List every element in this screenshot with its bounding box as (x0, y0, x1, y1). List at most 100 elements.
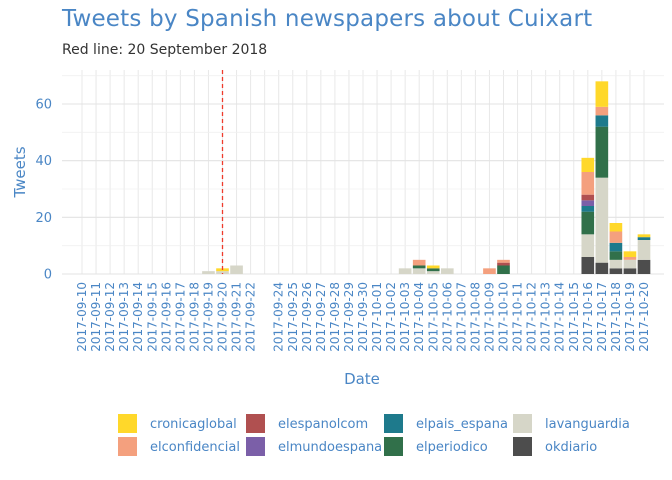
x-tick-label: 2017-10-05 (426, 282, 440, 352)
bar-segment-lavanguardia (595, 177, 609, 263)
y-tick-label: 20 (35, 211, 52, 226)
bar-segment-elconfidencial (497, 259, 510, 263)
bars-layer (202, 81, 651, 274)
x-tick-label: 2017-10-18 (609, 282, 623, 352)
y-tick-label: 60 (35, 98, 52, 113)
bar-segment-elperiodico (609, 251, 623, 260)
x-tick-label: 2017-09-19 (201, 282, 215, 352)
bar-segment-elespanolcom (497, 262, 510, 266)
bar-segment-lavanguardia (623, 259, 637, 269)
bar-segment-elconfidencial (623, 257, 637, 260)
chart-subtitle: Red line: 20 September 2018 (62, 42, 268, 58)
x-tick-label: 2017-10-13 (539, 282, 553, 352)
grid-layer (62, 70, 664, 275)
bar-segment-okdiario (581, 257, 595, 274)
legend-swatch-elconfidencial (118, 437, 137, 456)
bar-segment-elperiodico (595, 126, 609, 178)
x-tick-label: 2017-10-16 (581, 282, 595, 352)
bar-segment-elperiodico (426, 268, 440, 272)
x-tick-label: 2017-10-14 (553, 282, 567, 352)
bar-segment-elperiodico (581, 211, 595, 235)
x-tick-label: 2017-10-06 (440, 282, 454, 352)
x-tick-label: 2017-10-12 (525, 282, 539, 352)
x-tick-label: 2017-09-13 (117, 282, 131, 352)
x-ticks: 2017-09-10 2017-09-11 2017-09-12 2017-09-13… (75, 282, 651, 352)
x-tick-label: 2017-09-17 (173, 282, 187, 352)
x-tick-label: 2017-09-15 (145, 282, 159, 352)
x-tick-label: 2017-09-27 (314, 282, 328, 352)
bar-segment-okdiario (595, 262, 609, 274)
x-tick-label: 2017-10-11 (511, 282, 525, 352)
x-tick-label: 2017-09-22 (244, 282, 258, 352)
bar-segment-okdiario (623, 268, 637, 274)
legend-swatch-lavanguardia (513, 414, 532, 433)
chart-title: Tweets by Spanish newspapers about Cuixa… (62, 6, 593, 32)
x-tick-label: 2017-09-16 (159, 282, 173, 352)
legend-label-okdiario: okdiario (545, 440, 597, 455)
legend-swatch-elperiodico (384, 437, 403, 456)
bar-segment-elpais_espana (595, 115, 609, 127)
x-tick-label: 2017-10-04 (412, 282, 426, 352)
x-tick-label: 2017-09-29 (342, 282, 356, 352)
x-tick-label: 2017-09-25 (286, 282, 300, 352)
bar-segment-elconfidencial (412, 259, 426, 266)
bar-segment-elperiodico (412, 265, 426, 269)
y-tick-label: 40 (35, 154, 52, 169)
bar-segment-elpais_espana (609, 242, 623, 252)
bar-segment-elconfidencial (581, 172, 595, 195)
bar-segment-cronicaglobal (426, 265, 440, 269)
x-tick-label: 2017-09-14 (131, 282, 145, 352)
x-axis-title: Date (344, 370, 380, 388)
x-tick-label: 2017-09-26 (300, 282, 314, 352)
bar-segment-lavanguardia (412, 268, 426, 274)
x-tick-label: 2017-09-18 (187, 282, 201, 352)
bar-segment-elespanolcom (581, 194, 595, 201)
x-tick-label: 2017-10-08 (468, 282, 482, 352)
bar-segment-cronicaglobal (637, 234, 651, 238)
legend-label-cronicaglobal: cronicaglobal (150, 417, 237, 432)
legend-swatch-okdiario (513, 437, 532, 456)
bar-segment-lavanguardia (426, 271, 440, 274)
x-tick-label: 2017-10-20 (637, 282, 651, 352)
legend-label-elconfidencial: elconfidencial (150, 440, 240, 455)
bar-segment-lavanguardia (230, 265, 243, 274)
y-tick-label: 0 (44, 268, 52, 283)
x-tick-label: 2017-09-20 (216, 282, 230, 352)
legend-label-lavanguardia: lavanguardia (545, 417, 630, 432)
bar-segment-elconfidencial (595, 106, 609, 116)
bar-segment-elconfidencial (609, 231, 623, 243)
legend-swatch-cronicaglobal (118, 414, 137, 433)
x-tick-label: 2017-10-03 (398, 282, 412, 352)
bar-segment-elconfidencial (483, 268, 496, 274)
legend-swatch-elmundoespana (246, 437, 265, 456)
x-tick-label: 2017-09-30 (356, 282, 370, 352)
bar-segment-lavanguardia (202, 271, 215, 274)
x-tick-label: 2017-10-02 (384, 282, 398, 352)
legend: cronicaglobal elconfidencial elespanolcom e… (118, 414, 630, 456)
bar-segment-lavanguardia (440, 268, 454, 274)
bar-segment-cronicaglobal (581, 157, 595, 172)
legend-label-elpais_espana: elpais_espana (416, 417, 508, 432)
bar-segment-lavanguardia (609, 259, 623, 269)
x-tick-label: 2017-09-28 (328, 282, 342, 352)
bar-segment-cronicaglobal (595, 81, 609, 107)
bar-segment-lavanguardia (581, 234, 595, 257)
x-tick-label: 2017-10-10 (497, 282, 511, 352)
bar-segment-cronicaglobal (609, 223, 623, 232)
bar-segment-okdiario (609, 268, 623, 274)
bar-segment-elmundoespana (581, 200, 595, 206)
legend-label-elmundoespana: elmundoespana (278, 440, 382, 455)
bar-segment-lavanguardia (637, 240, 651, 260)
x-tick-label: 2017-10-09 (482, 282, 496, 352)
x-tick-label: 2017-09-24 (272, 282, 286, 352)
bar-segment-lavanguardia (216, 271, 229, 274)
x-tick-label: 2017-10-01 (370, 282, 384, 352)
legend-label-elperiodico: elperiodico (416, 440, 488, 455)
bar-segment-cronicaglobal (623, 251, 637, 257)
x-tick-label: 2017-09-12 (103, 282, 117, 352)
x-tick-label: 2017-10-15 (567, 282, 581, 352)
legend-swatch-elespanolcom (246, 414, 265, 433)
bar-segment-elpais_espana (637, 237, 651, 240)
bar-segment-elperiodico (497, 265, 510, 274)
